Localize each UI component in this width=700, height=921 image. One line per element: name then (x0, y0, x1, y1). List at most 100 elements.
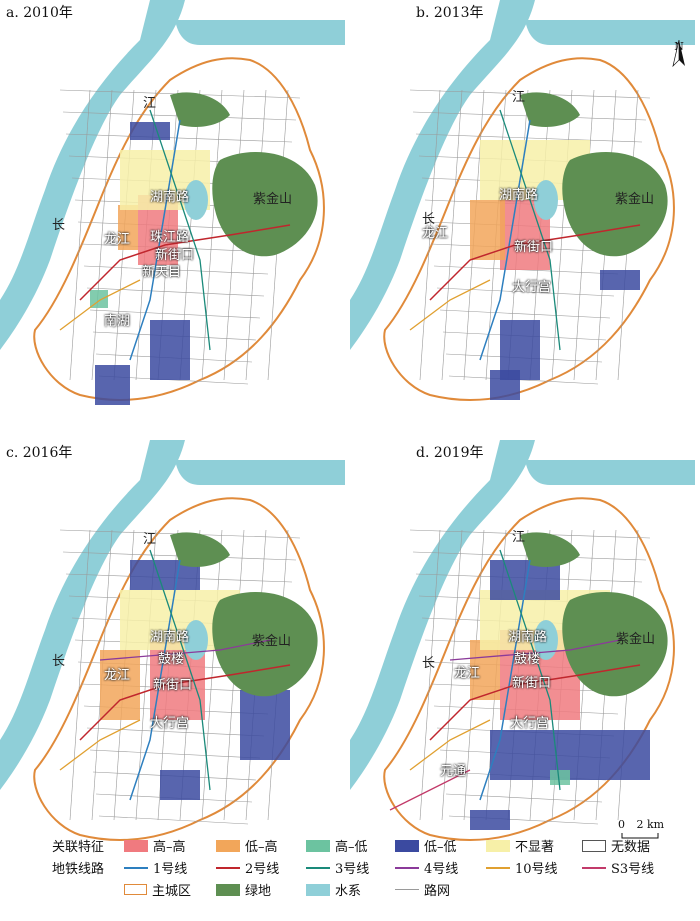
river-water (175, 20, 345, 45)
metro-line-1 (479, 119, 531, 361)
legend-label: 路网 (424, 884, 451, 899)
association-cell (600, 270, 640, 290)
line-metro-4 (395, 866, 419, 869)
label-gulou: 鼓楼 (158, 652, 185, 667)
map-panel-2010: a. 2010年 江 长 紫金山 湖南路 龙江 珠江路 新街口 新天目 南湖 (0, 0, 345, 430)
road-segment (441, 89, 463, 381)
label-xinjiekou: 新街口 (514, 240, 554, 255)
association-cell (160, 770, 200, 800)
label-dahangmiao: 大行宫 (510, 716, 550, 731)
north-arrow-icon (672, 40, 685, 68)
river-water (350, 0, 535, 350)
road-segment (445, 793, 603, 803)
metro-line-10 (409, 279, 491, 331)
legend-association-title: 关联特征 (52, 840, 105, 855)
map-canvas-2010 (0, 0, 345, 405)
legend-row-base: 主城区 绿地 水系 路网 (0, 878, 700, 900)
line-metro-s3 (582, 866, 606, 869)
green-space (520, 92, 580, 127)
metro-line-2 (429, 224, 641, 301)
lake-water (184, 180, 208, 220)
association-cell (490, 370, 520, 400)
legend-item: 4号线 (395, 858, 458, 877)
green-space-zijinshan (212, 152, 318, 257)
river-water (350, 440, 535, 790)
lake-water (184, 620, 208, 660)
label-chang: 长 (52, 654, 66, 669)
label-zijinshan: 紫金山 (253, 192, 293, 207)
legend-label: 3号线 (335, 862, 370, 877)
map-panel-2016: c. 2016年 江 长 紫金山 湖南路 鼓楼 龙江 新街口 大行宫 (0, 440, 345, 870)
label-chang: 长 (422, 656, 436, 671)
label-hunanlu: 湖南路 (499, 188, 539, 203)
association-cell (240, 690, 290, 760)
association-cell (470, 200, 505, 260)
label-second: 新天目 (142, 265, 182, 280)
swatch-main-urban-area (124, 884, 147, 895)
legend-item: 无数据 (582, 836, 650, 855)
road-segment (419, 89, 441, 381)
legend-item: 水系 (306, 880, 361, 899)
legend-metro-title: 地铁线路 (52, 862, 105, 877)
legend-item: 绿地 (216, 880, 271, 899)
label-dahangmiao: 大行宫 (512, 280, 552, 295)
legend-item: 低–高 (216, 836, 278, 855)
map-panel-2013: b. 2013年 N 江 长 紫金山 湖南路 龙江 新街口 大行宫 (350, 0, 695, 430)
green-space (170, 532, 230, 567)
green-space-zijinshan (562, 592, 668, 697)
panel-title: b. 2013年 (416, 5, 484, 21)
road-segment (419, 529, 441, 821)
panel-title: c. 2016年 (6, 445, 73, 461)
legend-item: 2号线 (216, 858, 279, 877)
label-hunanlu: 湖南路 (150, 190, 190, 205)
green-space (170, 92, 230, 127)
legend-item: S3号线 (582, 858, 654, 877)
label-zhujianglu: 珠江路 (150, 230, 190, 245)
road-segment (86, 287, 265, 297)
label-hunanlu: 湖南路 (508, 630, 548, 645)
label-longjiang: 龙江 (422, 226, 449, 241)
swatch-green-space (216, 883, 240, 896)
legend-label: 2号线 (245, 862, 280, 877)
label-gulou: 鼓楼 (514, 652, 541, 667)
road-segment (83, 265, 269, 275)
map-canvas-2016 (0, 440, 345, 841)
legend-item: 主城区 (124, 880, 191, 899)
panel-title: d. 2019年 (416, 445, 484, 461)
metro-line-3 (149, 109, 211, 351)
label-xinjiekou: 新街口 (153, 678, 193, 693)
legend-row-association: 关联特征 高–高 低–高 高–低 低–低 不显著 无数据 (0, 834, 700, 856)
label-longjiang: 龙江 (104, 668, 131, 683)
swatch-high-low (306, 839, 330, 852)
metro-line-3 (499, 549, 561, 791)
legend-item: 不显著 (486, 836, 554, 855)
lake-water (534, 180, 558, 220)
river-water (0, 0, 185, 350)
map-panel-2019: d. 2019年 江 长 紫金山 湖南路 鼓楼 龙江 新街口 大行宫 元通 0 … (350, 440, 695, 870)
swatch-high-high (124, 839, 148, 852)
green-space-zijinshan (562, 152, 668, 257)
legend-item: 10号线 (486, 858, 558, 877)
legend-item: 高–低 (306, 836, 368, 855)
metro-line-2 (429, 664, 641, 741)
association-cell (150, 320, 190, 380)
legend-label: 高–高 (153, 840, 186, 855)
road-segment (69, 529, 91, 821)
label-xinjiekou: 新街口 (512, 676, 552, 691)
metro-line-2 (79, 224, 291, 301)
swatch-not-significant (486, 839, 510, 852)
legend-item: 低–低 (395, 836, 457, 855)
road-segment (551, 89, 573, 381)
green-space (520, 532, 580, 567)
legend-label: 4号线 (424, 862, 459, 877)
road-segment (441, 529, 463, 821)
river-water (525, 20, 695, 45)
label-jiang: 江 (143, 96, 157, 111)
road-segment (415, 133, 643, 143)
river-water (0, 440, 185, 790)
line-metro-3 (306, 866, 330, 869)
swatch-water (306, 883, 330, 896)
legend-label: 绿地 (245, 884, 272, 899)
association-cell (550, 770, 570, 785)
metro-line-4 (99, 639, 271, 661)
